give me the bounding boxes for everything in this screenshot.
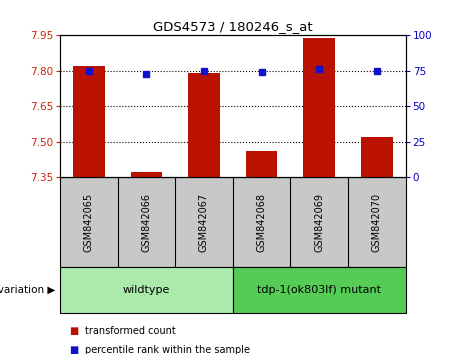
Text: wildtype: wildtype (123, 285, 170, 295)
Bar (246, 151, 278, 177)
Text: GSM842070: GSM842070 (372, 193, 382, 252)
Bar (130, 172, 162, 177)
Title: GDS4573 / 180246_s_at: GDS4573 / 180246_s_at (153, 20, 313, 33)
Text: ■: ■ (69, 326, 78, 336)
Bar (188, 73, 220, 177)
Bar (303, 38, 335, 177)
Text: ■: ■ (69, 346, 78, 354)
Bar (361, 137, 393, 177)
Text: GSM842067: GSM842067 (199, 193, 209, 252)
Text: transformed count: transformed count (85, 326, 176, 336)
Text: GSM842069: GSM842069 (314, 193, 324, 252)
Text: GSM842068: GSM842068 (257, 193, 266, 252)
Text: GSM842065: GSM842065 (84, 193, 94, 252)
Text: percentile rank within the sample: percentile rank within the sample (85, 346, 250, 354)
Text: GSM842066: GSM842066 (142, 193, 151, 252)
Text: genotype/variation ▶: genotype/variation ▶ (0, 285, 55, 295)
Bar (73, 66, 105, 177)
Text: tdp-1(ok803lf) mutant: tdp-1(ok803lf) mutant (257, 285, 381, 295)
